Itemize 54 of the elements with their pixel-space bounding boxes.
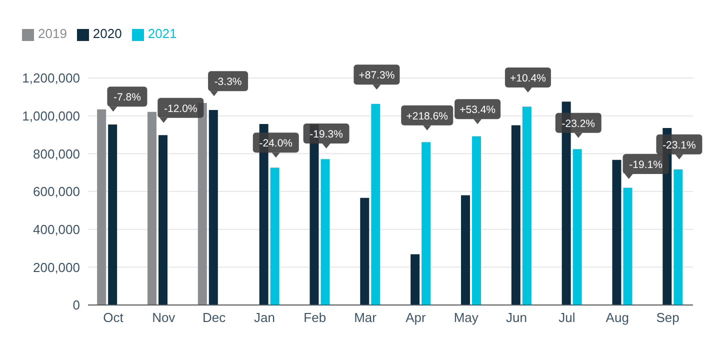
x-tick-label: Jul [558, 310, 576, 326]
x-tick-label: Nov [152, 310, 176, 326]
x-tick-label: Sep [656, 310, 680, 326]
legend-label: 2021 [148, 26, 177, 41]
x-tick-label: Mar [354, 310, 378, 326]
annotation: +53.4% [460, 104, 496, 116]
bar [522, 106, 532, 305]
annotation: -19.1% [629, 158, 662, 171]
bar [511, 125, 520, 305]
x-tick-label: Jan [254, 310, 275, 326]
bar [158, 135, 168, 305]
x-tick-label: May [454, 310, 479, 326]
annotation: +10.4% [510, 72, 546, 84]
x-tick-label: Oct [103, 310, 124, 326]
bar [320, 159, 330, 305]
y-tick-label: 800,000 [33, 146, 80, 162]
y-tick-label: 400,000 [33, 222, 80, 237]
annotation: -23.1% [662, 139, 696, 152]
x-tick-label: Dec [202, 310, 226, 326]
legend-label: 2019 [38, 26, 67, 41]
bar [410, 254, 420, 305]
bar [674, 169, 683, 305]
y-tick-label: 1,000,000 [22, 108, 80, 124]
bar [572, 149, 582, 305]
bar [360, 198, 370, 305]
y-tick-label: 1,200,000 [22, 70, 80, 86]
annotation: +87.3% [358, 70, 395, 82]
x-tick-label: Jun [506, 310, 528, 326]
y-tick-label: 0 [72, 298, 80, 313]
bar [147, 112, 156, 305]
x-tick-label: Apr [406, 310, 426, 326]
bar [270, 168, 280, 305]
annotation: -7.8% [113, 92, 141, 104]
annotation: -23.2% [562, 118, 596, 130]
x-tick-label: Feb [304, 310, 326, 326]
bar [198, 102, 207, 305]
bar [422, 142, 431, 305]
x-tick-label: Aug [606, 310, 629, 326]
bar [472, 136, 481, 305]
y-tick-label: 600,000 [33, 184, 80, 200]
bar [623, 188, 632, 305]
legend-label: 2020 [92, 26, 122, 41]
bar [460, 195, 470, 305]
annotation: -24.0% [259, 138, 293, 150]
bar [371, 104, 380, 305]
y-tick-label: 200,000 [33, 260, 80, 275]
annotation: -3.3% [214, 76, 242, 88]
bar [108, 124, 118, 305]
annotation: -12.0% [164, 102, 198, 115]
bar [97, 109, 106, 305]
annotation: -19.3% [310, 128, 343, 141]
bar [208, 110, 218, 305]
bar [612, 160, 622, 305]
annotation: +218.6% [406, 110, 448, 122]
